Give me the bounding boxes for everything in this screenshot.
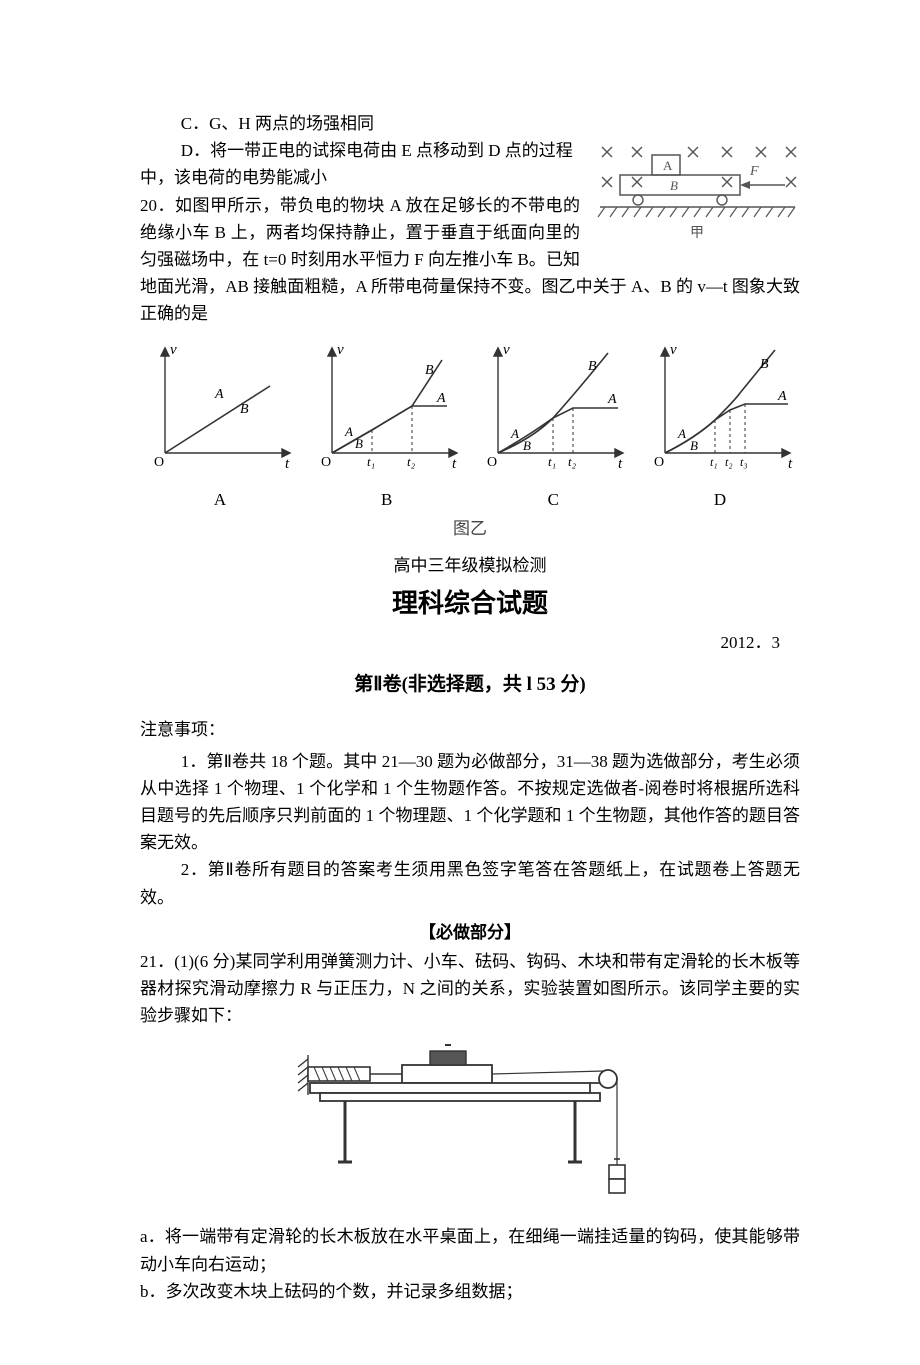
svg-text:A: A <box>344 424 353 439</box>
graph-A-label: A <box>140 486 300 513</box>
svg-text:F: F <box>749 164 759 179</box>
svg-text:t₂: t₂ <box>568 454 577 469</box>
svg-text:O: O <box>487 455 497 470</box>
label-B: B <box>670 178 678 193</box>
notice-item-1: 1．第Ⅱ卷共 18 个题。其中 21—30 题为必做部分，31—38 题为选做部… <box>140 748 800 857</box>
svg-text:v: v <box>503 342 510 358</box>
graph-D: v t O A B B A t₁ t₂ t₃ D <box>640 338 800 513</box>
figure-caption-yi: 图乙 <box>140 515 800 542</box>
svg-text:B: B <box>425 363 434 378</box>
q21-intro: 21．(1)(6 分)某同学利用弹簧测力计、小车、砝码、钩码、木块和带有定滑轮的… <box>140 948 800 1030</box>
notice-item-2: 2．第Ⅱ卷所有题目的答案考生须用黑色签字笔答在答题纸上，在试题卷上答题无效。 <box>140 856 800 910</box>
svg-text:t₂: t₂ <box>725 455 733 469</box>
svg-text:v: v <box>170 342 177 358</box>
section-2-heading: 第Ⅱ卷(非选择题，共 l 53 分) <box>140 670 800 700</box>
svg-text:v: v <box>337 342 344 358</box>
exam-subtitle: 高中三年级模拟检测 <box>140 552 800 579</box>
svg-text:A: A <box>607 392 617 407</box>
graph-C-label: C <box>473 486 633 513</box>
svg-text:O: O <box>154 455 164 470</box>
required-heading: 【必做部分】 <box>140 919 800 946</box>
svg-text:v: v <box>670 342 677 358</box>
figure-q21-apparatus <box>290 1037 650 1207</box>
svg-text:B: B <box>588 359 597 374</box>
figure-row-graphs: v t O A B A v t O <box>140 338 800 513</box>
label-A: A <box>663 158 673 173</box>
svg-text:A: A <box>436 391 446 406</box>
svg-text:A: A <box>777 389 787 404</box>
svg-text:O: O <box>321 455 331 470</box>
figure-q20-setup: A B F 甲 <box>590 137 800 255</box>
svg-text:A: A <box>510 426 519 441</box>
svg-text:B: B <box>690 438 698 453</box>
svg-text:t: t <box>452 456 457 472</box>
svg-text:B: B <box>523 438 531 453</box>
svg-text:t₃: t₃ <box>740 455 748 469</box>
option-c: C．G、H 两点的场强相同 <box>140 110 800 137</box>
graph-D-label: D <box>640 486 800 513</box>
exam-page: C．G、H 两点的场强相同 <box>0 0 920 1365</box>
svg-text:t₁: t₁ <box>548 454 556 469</box>
svg-text:t: t <box>618 456 623 472</box>
q21-step-a: a．将一端带有定滑轮的长木板放在水平桌面上，在细绳一端挂适量的钩码，使其能够带动… <box>140 1223 800 1277</box>
exam-title: 理科综合试题 <box>140 583 800 625</box>
graph-C: v t O A B B A t₁ t₂ C <box>473 338 633 513</box>
svg-text:B: B <box>760 357 769 372</box>
svg-text:A: A <box>677 426 686 441</box>
svg-text:t₂: t₂ <box>407 454 416 469</box>
exam-date: 2012．3 <box>140 629 800 656</box>
svg-text:t: t <box>285 456 290 472</box>
graph-A: v t O A B A <box>140 338 300 513</box>
q21-step-b: b．多次改变木块上砝码的个数，并记录多组数据； <box>140 1278 800 1305</box>
svg-text:O: O <box>654 455 664 470</box>
svg-text:t: t <box>788 456 793 472</box>
svg-text:t₁: t₁ <box>710 455 718 469</box>
graph-B: v t O A B B A t₁ t₂ B <box>307 338 467 513</box>
figure-caption-jia: 甲 <box>690 226 704 241</box>
svg-text:A: A <box>214 387 224 402</box>
graph-B-label: B <box>307 486 467 513</box>
svg-text:t₁: t₁ <box>367 454 375 469</box>
svg-text:B: B <box>355 436 363 451</box>
notice-label: 注意事项： <box>140 716 800 743</box>
svg-text:B: B <box>240 402 249 417</box>
